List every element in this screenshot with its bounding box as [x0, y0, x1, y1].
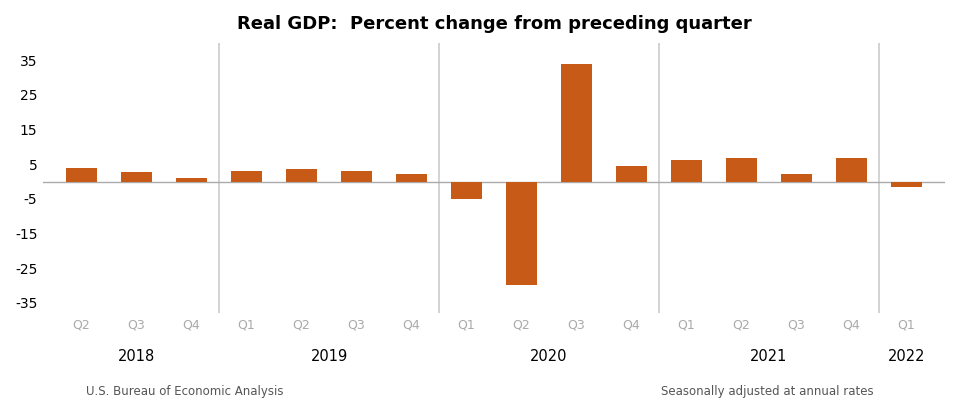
Bar: [451, 182, 482, 199]
Bar: [286, 169, 317, 182]
Bar: [781, 173, 811, 182]
Text: 2022: 2022: [888, 349, 925, 364]
Text: 2021: 2021: [751, 349, 788, 364]
Bar: [562, 64, 591, 182]
Bar: [836, 157, 867, 182]
Text: U.S. Bureau of Economic Analysis: U.S. Bureau of Economic Analysis: [86, 385, 284, 398]
Bar: [727, 158, 756, 182]
Text: 2018: 2018: [118, 349, 156, 364]
Bar: [177, 178, 206, 182]
Bar: [66, 169, 97, 182]
Text: 2020: 2020: [530, 349, 567, 364]
Bar: [616, 166, 647, 182]
Bar: [121, 171, 152, 182]
Bar: [342, 171, 372, 182]
Bar: [507, 182, 537, 285]
Bar: [231, 171, 262, 182]
Text: 2019: 2019: [310, 349, 348, 364]
Bar: [396, 173, 426, 182]
Title: Real GDP:  Percent change from preceding quarter: Real GDP: Percent change from preceding …: [237, 15, 752, 33]
Bar: [892, 182, 922, 187]
Text: Seasonally adjusted at annual rates: Seasonally adjusted at annual rates: [661, 385, 874, 398]
Bar: [671, 160, 702, 182]
